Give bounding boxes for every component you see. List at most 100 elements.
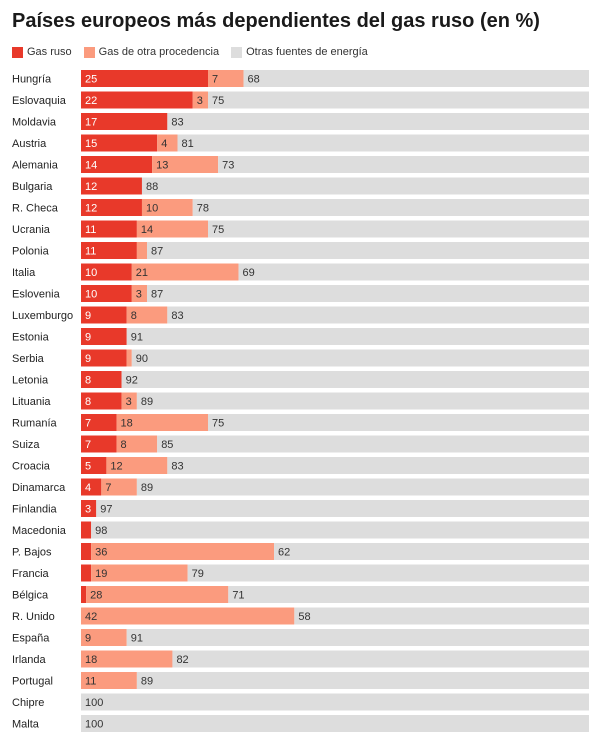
bar-segment <box>187 564 589 582</box>
legend-label-gas-otra: Gas de otra procedencia <box>98 46 220 58</box>
bar-segment <box>147 242 590 259</box>
bar-segment <box>81 435 117 453</box>
bar-segment <box>228 586 589 603</box>
bar-segment <box>81 672 137 689</box>
category-label: Irlanda <box>12 654 47 666</box>
bar-segment <box>91 521 589 539</box>
bar-segment <box>81 91 193 109</box>
value-label: 82 <box>176 654 188 666</box>
value-label: 14 <box>85 160 97 172</box>
bar-segment <box>86 586 229 603</box>
value-label: 11 <box>85 676 96 688</box>
bar-segment <box>167 113 590 130</box>
bar-segment <box>141 177 589 195</box>
value-label: 10 <box>85 289 97 301</box>
legend-item-gas-ruso: Gas ruso <box>12 46 72 58</box>
value-label: 42 <box>85 611 97 623</box>
value-label: 100 <box>85 697 103 709</box>
bar-segment <box>121 392 137 410</box>
bar-segment <box>147 285 590 302</box>
bar-segment <box>136 392 589 410</box>
bar-segment <box>81 629 127 646</box>
value-label: 75 <box>212 224 224 236</box>
bar-segment <box>157 134 178 152</box>
bar-segment <box>208 414 589 431</box>
value-label: 83 <box>171 117 183 129</box>
value-label: 9 <box>85 332 91 344</box>
bar-segment <box>81 607 295 625</box>
value-label: 73 <box>222 160 234 172</box>
value-label: 9 <box>85 310 91 322</box>
bar-segment <box>167 457 590 474</box>
bar-segment <box>208 91 589 109</box>
category-label: Alemania <box>12 160 59 172</box>
value-label: 8 <box>85 375 91 387</box>
bar-segment <box>192 91 208 109</box>
bar-segment <box>116 414 208 431</box>
category-label: España <box>12 633 50 645</box>
value-label: 9 <box>85 633 91 645</box>
value-label: 98 <box>95 525 107 537</box>
category-label: Letonia <box>12 375 49 387</box>
value-label: 17 <box>85 117 97 129</box>
bar-segment <box>81 156 153 173</box>
value-label: 4 <box>85 482 91 494</box>
value-label: 18 <box>85 654 97 666</box>
bar-segment <box>81 586 87 603</box>
bar-segment <box>81 199 142 216</box>
value-label: 7 <box>212 74 218 86</box>
value-label: 3 <box>126 396 132 408</box>
value-label: 97 <box>100 504 112 516</box>
value-label: 36 <box>95 547 107 559</box>
bar-segment <box>136 672 589 689</box>
bar-segment <box>208 70 244 87</box>
chart-title: Países europeos más dependientes del gas… <box>12 10 540 32</box>
bar-segment <box>274 543 589 560</box>
category-label: Lituania <box>12 396 51 408</box>
bar-segment <box>81 285 132 302</box>
bar-segment <box>243 70 589 87</box>
bar-segment <box>81 414 117 431</box>
value-label: 9 <box>85 353 91 365</box>
value-label: 8 <box>131 310 137 322</box>
category-label: Luxemburgo <box>12 310 73 322</box>
bar-segment <box>126 629 589 646</box>
value-label: 3 <box>85 504 91 516</box>
value-label: 100 <box>85 719 103 731</box>
value-label: 21 <box>136 267 148 279</box>
bar-segment <box>81 70 208 87</box>
value-label: 19 <box>95 568 107 580</box>
bar-segment <box>131 285 148 302</box>
value-label: 75 <box>212 418 224 430</box>
category-label: Estonia <box>12 332 50 344</box>
value-label: 10 <box>85 267 97 279</box>
category-label: Polonia <box>12 246 50 258</box>
category-label: Croacia <box>12 461 51 473</box>
value-label: 78 <box>197 203 209 215</box>
bar-segment <box>96 500 590 517</box>
bar-segment <box>116 435 158 453</box>
value-label: 15 <box>85 138 97 150</box>
value-label: 11 <box>85 246 96 258</box>
category-label: Eslovaquia <box>12 95 67 107</box>
bar-segment <box>136 220 208 238</box>
bar-segment <box>126 349 132 367</box>
category-label: Rumanía <box>12 418 58 430</box>
category-label: Dinamarca <box>12 482 66 494</box>
value-label: 28 <box>90 590 102 602</box>
bar-segment <box>81 242 137 259</box>
bar-segment <box>294 607 589 625</box>
category-label: Malta <box>12 719 40 731</box>
value-label: 91 <box>131 633 143 645</box>
bar-segment <box>136 478 589 496</box>
bar-segment <box>91 543 275 560</box>
category-label: Chipre <box>12 697 44 709</box>
value-label: 58 <box>298 611 310 623</box>
value-label: 12 <box>85 203 97 215</box>
value-label: 81 <box>182 138 194 150</box>
category-label: Italia <box>12 267 36 279</box>
bar-segment <box>126 328 589 345</box>
value-label: 18 <box>121 418 133 430</box>
value-label: 5 <box>85 461 91 473</box>
bar-segment <box>172 650 589 668</box>
